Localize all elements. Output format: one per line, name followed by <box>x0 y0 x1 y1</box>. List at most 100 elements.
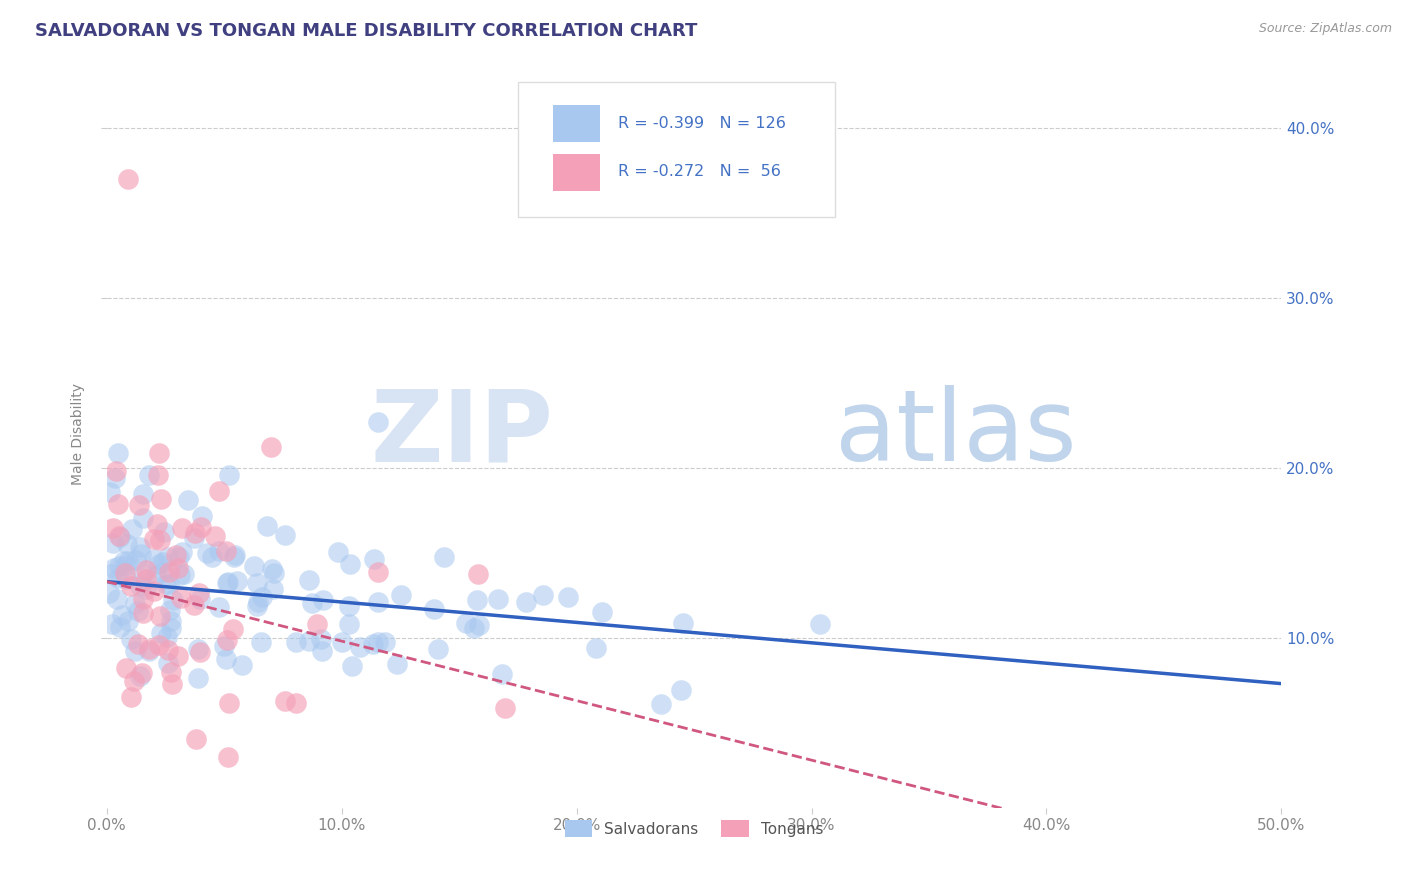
Point <box>173 567 195 582</box>
Point <box>127 604 149 618</box>
Point <box>340 658 363 673</box>
Point <box>104 464 127 478</box>
Point <box>172 521 194 535</box>
Point <box>146 517 169 532</box>
Point <box>101 536 124 550</box>
Point <box>312 593 335 607</box>
Point <box>263 566 285 581</box>
Point <box>669 683 692 698</box>
Point <box>167 561 190 575</box>
Point <box>423 602 446 616</box>
Point <box>98 485 121 500</box>
Point <box>120 690 142 704</box>
Point <box>367 635 389 649</box>
Point <box>367 565 389 579</box>
Point <box>107 571 129 585</box>
Text: Source: ZipAtlas.com: Source: ZipAtlas.com <box>1258 22 1392 36</box>
Point <box>129 547 152 561</box>
Point <box>183 599 205 613</box>
Point <box>187 585 209 599</box>
Point <box>132 487 155 501</box>
Point <box>454 616 477 631</box>
Point <box>515 594 537 608</box>
Point <box>245 575 267 590</box>
Point <box>115 573 138 587</box>
Point <box>585 641 607 656</box>
Point <box>132 592 155 607</box>
Point <box>252 590 274 604</box>
Point <box>337 616 360 631</box>
Point <box>217 576 239 591</box>
Point <box>169 567 191 582</box>
Point <box>208 484 231 499</box>
Point <box>184 526 207 541</box>
Point <box>337 599 360 614</box>
Point <box>120 579 142 593</box>
Point <box>260 440 283 454</box>
FancyBboxPatch shape <box>553 105 600 142</box>
Point <box>117 614 139 628</box>
Point <box>176 492 198 507</box>
Point <box>218 696 240 710</box>
Point <box>108 530 131 544</box>
Point <box>256 519 278 533</box>
Point <box>169 549 191 564</box>
Point <box>101 617 124 632</box>
Text: R = -0.399   N = 126: R = -0.399 N = 126 <box>617 116 786 131</box>
Point <box>117 171 139 186</box>
Point <box>150 491 173 506</box>
Point <box>162 593 184 607</box>
Point <box>307 616 329 631</box>
Point <box>204 529 226 543</box>
Point <box>148 468 170 483</box>
Point <box>195 546 218 560</box>
Point <box>208 599 231 614</box>
Point <box>274 528 297 542</box>
Point <box>152 525 174 540</box>
Point <box>122 674 145 689</box>
Point <box>531 588 554 602</box>
Point <box>208 543 231 558</box>
Point <box>330 635 353 649</box>
FancyBboxPatch shape <box>553 153 600 191</box>
Point <box>165 549 187 563</box>
Legend: Salvadorans, Tongans: Salvadorans, Tongans <box>557 812 831 845</box>
Point <box>107 497 129 511</box>
Point <box>468 618 491 632</box>
Point <box>201 549 224 564</box>
Point <box>98 586 121 600</box>
Point <box>243 559 266 574</box>
Point <box>190 519 212 533</box>
Point <box>183 531 205 545</box>
Point <box>152 565 174 579</box>
Point <box>148 638 170 652</box>
Point <box>135 573 157 587</box>
Point <box>190 645 212 659</box>
Point <box>157 565 180 579</box>
Point <box>284 696 307 710</box>
Point <box>285 635 308 649</box>
Point <box>650 697 672 711</box>
Point <box>138 644 160 658</box>
Point <box>155 631 177 645</box>
Point <box>111 608 134 623</box>
Point <box>103 561 125 575</box>
Point <box>224 549 246 564</box>
Point <box>262 582 284 596</box>
Point <box>187 641 209 656</box>
Text: ZIP: ZIP <box>370 385 553 483</box>
Point <box>225 574 247 588</box>
Point <box>557 590 579 604</box>
Point <box>152 555 174 569</box>
Point <box>349 640 371 654</box>
Point <box>128 669 150 683</box>
Point <box>138 468 160 483</box>
Point <box>104 471 127 485</box>
Point <box>465 592 488 607</box>
Point <box>273 694 295 708</box>
Point <box>112 553 135 567</box>
Point <box>149 533 172 548</box>
Point <box>246 595 269 609</box>
Point <box>167 649 190 664</box>
Point <box>148 557 170 571</box>
